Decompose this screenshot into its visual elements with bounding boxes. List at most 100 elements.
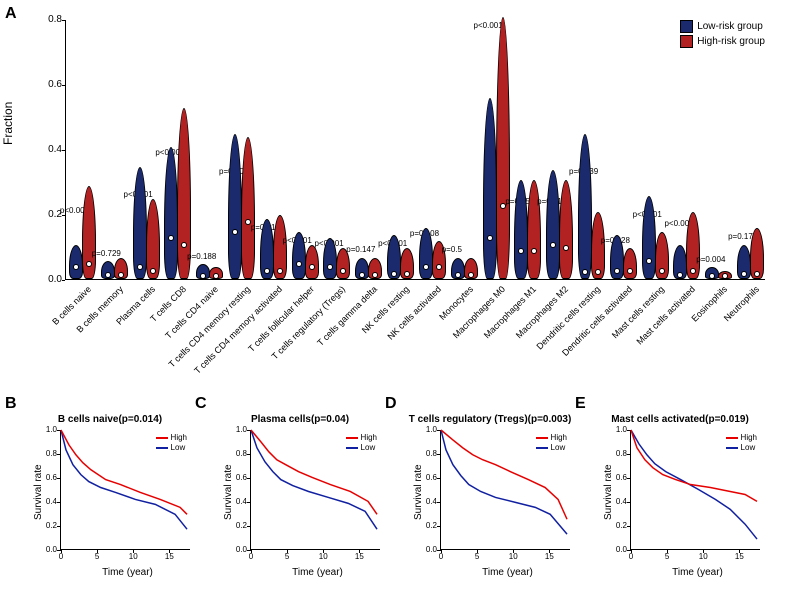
surv-xtick: 10	[123, 552, 143, 561]
surv-xtick: 0	[431, 552, 451, 561]
violin-high	[591, 212, 605, 279]
surv-ytick: 0.2	[27, 521, 57, 530]
survival-title: Mast cells activated(p=0.019)	[595, 414, 765, 425]
violin-high	[400, 248, 414, 279]
violin-low	[578, 134, 592, 279]
survival-axes: 0.00.20.40.60.81.0051015HighLow	[440, 430, 570, 550]
surv-ytick: 0.4	[27, 497, 57, 506]
pvalue-label: p=0.729	[92, 249, 121, 258]
surv-ytick: 0.6	[217, 473, 247, 482]
surv-ytick: 1.0	[597, 425, 627, 434]
surv-ytick: 0.4	[597, 497, 627, 506]
violin-high	[750, 228, 764, 279]
violin-high	[273, 215, 287, 279]
surv-ytick: 0.2	[407, 521, 437, 530]
surv-ytick: 0.8	[407, 449, 437, 458]
surv-ytick: 1.0	[27, 425, 57, 434]
pvalue-label: p=0.5	[442, 245, 462, 254]
surv-xtick: 0	[51, 552, 71, 561]
violin-high	[496, 17, 510, 279]
surv-xtick: 5	[87, 552, 107, 561]
violin-high	[559, 180, 573, 280]
violin-high	[114, 258, 128, 280]
violin-high	[686, 212, 700, 279]
surv-xtick: 0	[621, 552, 641, 561]
ytick: 0.2	[42, 209, 62, 220]
surv-xtick: 0	[241, 552, 261, 561]
survival-legend: HighLow	[156, 433, 187, 453]
violin-high	[718, 271, 732, 280]
violin-low	[451, 258, 465, 280]
survival-panel: BB cells naive(p=0.014)Survival rateTime…	[25, 410, 195, 590]
violin-low	[514, 180, 528, 280]
panel-a-ylabel: Fraction	[1, 102, 15, 145]
ytick: 0.8	[42, 14, 62, 25]
violin-low	[483, 98, 497, 279]
violin-low	[642, 196, 656, 279]
violin-low	[673, 245, 687, 280]
surv-ytick: 0.4	[407, 497, 437, 506]
panel-a-violin-plot: Fraction Low-risk group High-risk group …	[20, 15, 770, 385]
survival-title: Plasma cells(p=0.04)	[215, 414, 385, 425]
violin-low	[69, 245, 83, 280]
pvalue-label: p=0.147	[346, 245, 375, 254]
violin-high	[464, 258, 478, 280]
surv-xtick: 10	[503, 552, 523, 561]
violin-low	[419, 228, 433, 279]
surv-ytick: 1.0	[407, 425, 437, 434]
surv-xtick: 10	[313, 552, 333, 561]
surv-ytick: 0.6	[597, 473, 627, 482]
surv-ytick: 0.2	[217, 521, 247, 530]
surv-xtick: 5	[467, 552, 487, 561]
surv-xtick: 5	[277, 552, 297, 561]
survival-title: T cells regulatory (Tregs)(p=0.003)	[405, 414, 575, 425]
violin-high	[82, 186, 96, 279]
ytick: 0.6	[42, 79, 62, 90]
surv-ytick: 0.8	[597, 449, 627, 458]
surv-xtick: 15	[159, 552, 179, 561]
survival-axes: 0.00.20.40.60.81.0051015HighLow	[250, 430, 380, 550]
ytick: 0.0	[42, 274, 62, 285]
survival-xlabel: Time (year)	[60, 567, 195, 578]
violin-low	[737, 245, 751, 280]
violin-low	[610, 235, 624, 279]
figure: A Fraction Low-risk group High-risk grou…	[0, 0, 787, 610]
panel-label: B	[5, 395, 17, 413]
survival-panel: DT cells regulatory (Tregs)(p=0.003)Surv…	[405, 410, 575, 590]
violin-high	[655, 232, 669, 280]
violin-high	[241, 137, 255, 279]
violin-high	[146, 199, 160, 279]
ytick: 0.4	[42, 144, 62, 155]
violin-high	[209, 267, 223, 279]
panel-a-label: A	[5, 5, 17, 23]
surv-ytick: 0.6	[27, 473, 57, 482]
survival-title: B cells naive(p=0.014)	[25, 414, 195, 425]
panel-label: D	[385, 395, 397, 413]
surv-xtick: 15	[539, 552, 559, 561]
surv-ytick: 0.4	[217, 497, 247, 506]
violin-low	[196, 264, 210, 279]
violin-low	[292, 232, 306, 280]
survival-xlabel: Time (year)	[440, 567, 575, 578]
survival-xlabel: Time (year)	[630, 567, 765, 578]
panel-label: C	[195, 395, 207, 413]
violin-low	[260, 219, 274, 280]
panel-a-axes: p<0.001p=0.729p<0.001p<0.001p=0.188p=0.0…	[65, 20, 765, 280]
surv-xtick: 5	[657, 552, 677, 561]
violin-low	[228, 134, 242, 279]
survival-panel: CPlasma cells(p=0.04)Survival rateTime (…	[215, 410, 385, 590]
surv-xtick: 15	[729, 552, 749, 561]
violin-low	[705, 267, 719, 279]
violin-high	[305, 245, 319, 280]
surv-ytick: 0.8	[27, 449, 57, 458]
surv-ytick: 0.2	[597, 521, 627, 530]
survival-legend: HighLow	[536, 433, 567, 453]
survival-axes: 0.00.20.40.60.81.0051015HighLow	[60, 430, 190, 550]
violin-high	[623, 248, 637, 279]
surv-xtick: 15	[349, 552, 369, 561]
violin-high	[527, 180, 541, 280]
violin-high	[368, 258, 382, 280]
violin-low	[133, 167, 147, 280]
violin-low	[355, 258, 369, 280]
violin-low	[101, 261, 115, 279]
